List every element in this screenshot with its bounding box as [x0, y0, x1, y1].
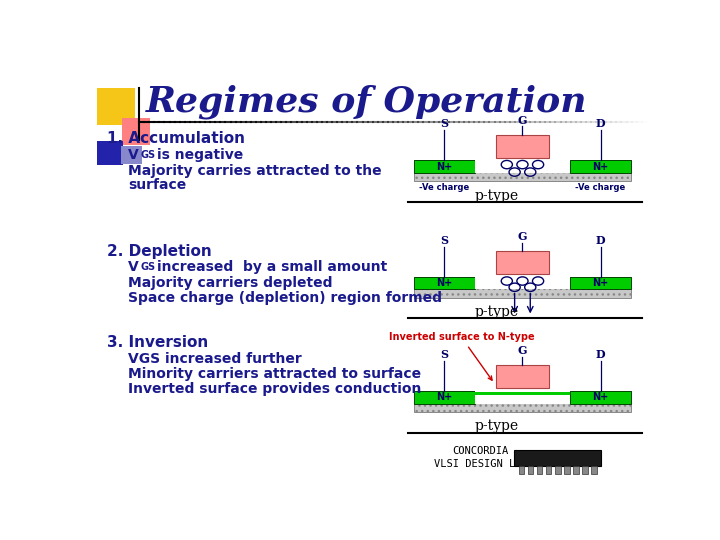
- Bar: [555, 466, 561, 474]
- Bar: [564, 466, 570, 474]
- Text: Minority carriers attracted to surface: Minority carriers attracted to surface: [128, 367, 421, 381]
- Bar: [582, 466, 588, 474]
- Text: V: V: [128, 260, 139, 274]
- Text: V: V: [128, 148, 139, 162]
- Text: CONCORDIA
VLSI DESIGN LAB: CONCORDIA VLSI DESIGN LAB: [433, 446, 528, 469]
- Text: N+: N+: [593, 393, 608, 402]
- Bar: [96, 141, 124, 165]
- Bar: [96, 87, 135, 125]
- Text: N+: N+: [436, 393, 452, 402]
- Text: D: D: [595, 235, 606, 246]
- Bar: [528, 466, 534, 474]
- Bar: [546, 466, 552, 474]
- Text: GS: GS: [140, 262, 156, 272]
- Text: p-type: p-type: [474, 305, 518, 319]
- Bar: [413, 391, 631, 412]
- Text: S: S: [441, 235, 449, 246]
- Text: 1. Accumulation: 1. Accumulation: [107, 131, 245, 146]
- Bar: [591, 466, 597, 474]
- Bar: [514, 450, 600, 466]
- Text: 3. Inversion: 3. Inversion: [107, 335, 208, 350]
- Bar: [413, 277, 631, 298]
- Bar: [573, 466, 579, 474]
- Text: N+: N+: [436, 161, 452, 172]
- Bar: [570, 391, 631, 404]
- Text: D: D: [595, 118, 606, 129]
- Bar: [413, 160, 475, 173]
- Text: G: G: [518, 231, 527, 242]
- Text: Inverted surface to N-type: Inverted surface to N-type: [389, 332, 534, 380]
- Text: p-type: p-type: [474, 420, 518, 434]
- Text: G: G: [518, 114, 527, 125]
- Bar: [496, 366, 549, 388]
- Text: D: D: [595, 349, 606, 360]
- Text: N+: N+: [593, 278, 608, 288]
- Text: -Ve charge: -Ve charge: [419, 183, 469, 192]
- Bar: [536, 466, 542, 474]
- Bar: [413, 160, 631, 181]
- Text: Regimes of Operation: Regimes of Operation: [145, 85, 588, 119]
- Bar: [475, 392, 570, 395]
- Bar: [496, 251, 549, 274]
- Bar: [413, 391, 475, 404]
- Bar: [413, 277, 475, 289]
- Text: p-type: p-type: [474, 188, 518, 202]
- Text: N+: N+: [593, 161, 608, 172]
- Bar: [518, 466, 524, 474]
- Text: surface: surface: [128, 178, 186, 192]
- Text: 2. Depletion: 2. Depletion: [107, 244, 212, 259]
- Bar: [475, 277, 570, 289]
- Text: S: S: [441, 349, 449, 360]
- Bar: [475, 391, 570, 404]
- Bar: [570, 277, 631, 289]
- Bar: [122, 118, 150, 145]
- Bar: [121, 146, 142, 164]
- Text: Majority carries attracted to the: Majority carries attracted to the: [128, 164, 382, 178]
- Text: increased  by a small amount: increased by a small amount: [157, 260, 387, 274]
- Text: Inverted surface provides conduction: Inverted surface provides conduction: [128, 382, 421, 396]
- Bar: [570, 160, 631, 173]
- Text: Space charge (depletion) region formed: Space charge (depletion) region formed: [128, 291, 442, 305]
- Bar: [475, 160, 570, 173]
- Text: S: S: [441, 118, 449, 129]
- Text: -Ve charge: -Ve charge: [575, 183, 626, 192]
- Text: N+: N+: [436, 278, 452, 288]
- Text: GS: GS: [140, 150, 156, 160]
- Text: Majority carriers depleted: Majority carriers depleted: [128, 275, 333, 289]
- Text: G: G: [518, 345, 527, 356]
- Text: VGS increased further: VGS increased further: [128, 352, 302, 366]
- Text: is negative: is negative: [157, 148, 243, 162]
- Bar: [496, 134, 549, 158]
